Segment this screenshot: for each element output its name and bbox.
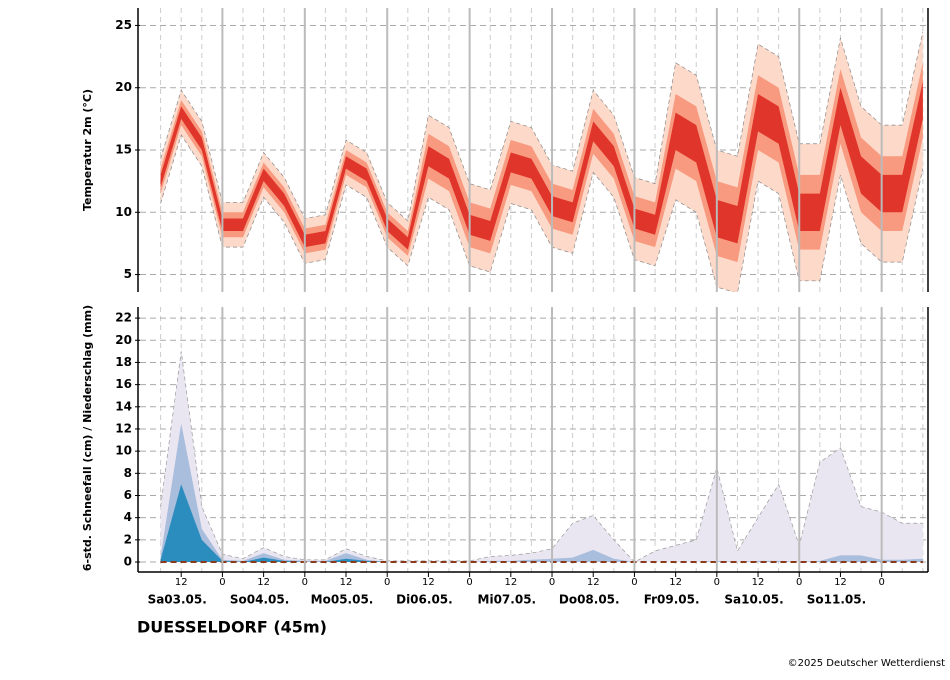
temperature-band bbox=[160, 81, 923, 250]
x-tick-label: 12 bbox=[422, 577, 435, 588]
y-tick-label: 18 bbox=[115, 355, 132, 369]
x-tick-label: 12 bbox=[175, 577, 188, 588]
day-label: Mi07.05. bbox=[478, 593, 537, 607]
x-tick-label: 0 bbox=[631, 577, 637, 588]
band-outline bbox=[160, 31, 924, 222]
y-tick-label: 12 bbox=[115, 421, 132, 435]
y-tick-label: 6 bbox=[124, 488, 132, 502]
x-tick-label: 0 bbox=[384, 577, 390, 588]
x-tick-label: 0 bbox=[219, 577, 225, 588]
precip-area bbox=[160, 351, 923, 563]
x-tick-label: 0 bbox=[466, 577, 472, 588]
y-tick-label: 10 bbox=[115, 444, 132, 458]
x-tick-label: 12 bbox=[504, 577, 517, 588]
x-tick-label: 12 bbox=[834, 577, 847, 588]
plot-area bbox=[140, 307, 928, 572]
day-label: So11.05. bbox=[807, 593, 866, 607]
y-tick-label: 16 bbox=[115, 377, 132, 391]
day-label: So04.05. bbox=[230, 593, 289, 607]
plot-area bbox=[140, 8, 928, 292]
x-tick-label: 12 bbox=[752, 577, 765, 588]
y-tick-label: 10 bbox=[115, 205, 132, 219]
y-tick-label: 25 bbox=[115, 18, 132, 32]
y-tick-label: 20 bbox=[115, 333, 132, 347]
x-tick-label: 0 bbox=[796, 577, 802, 588]
day-label: Sa10.05. bbox=[724, 593, 783, 607]
area-outline bbox=[160, 351, 923, 563]
x-tick-label: 12 bbox=[340, 577, 353, 588]
y-tick-label: 4 bbox=[124, 510, 132, 524]
day-label: Sa03.05. bbox=[148, 593, 207, 607]
x-tick-label: 12 bbox=[587, 577, 600, 588]
y-tick-label: 5 bbox=[124, 267, 132, 281]
x-tick-label: 0 bbox=[302, 577, 308, 588]
y-tick-label: 8 bbox=[124, 466, 132, 480]
y-axis-label: 6-std. Schneefall (cm) / Niederschlag (m… bbox=[81, 305, 94, 571]
day-label: Di06.05. bbox=[396, 593, 453, 607]
band-outline bbox=[160, 134, 924, 292]
y-tick-label: 14 bbox=[115, 399, 132, 413]
y-tick-label: 15 bbox=[115, 143, 132, 157]
y-tick-label: 22 bbox=[115, 311, 132, 325]
y-tick-label: 2 bbox=[124, 532, 132, 546]
x-tick-label: 12 bbox=[257, 577, 270, 588]
y-tick-label: 20 bbox=[115, 80, 132, 94]
station-title: DUESSELDORF (45m) bbox=[137, 618, 327, 637]
x-tick-label: 0 bbox=[878, 577, 884, 588]
x-tick-label: 0 bbox=[549, 577, 555, 588]
x-tick-label: 0 bbox=[714, 577, 720, 588]
day-label: Mo05.05. bbox=[311, 593, 374, 607]
temperature-band bbox=[160, 31, 923, 292]
x-tick-label: 12 bbox=[669, 577, 682, 588]
day-label: Fr09.05. bbox=[644, 593, 700, 607]
day-label: Do08.05. bbox=[559, 593, 620, 607]
y-tick-label: 0 bbox=[124, 555, 132, 569]
y-axis-label: Temperatur 2m (°C) bbox=[81, 89, 94, 211]
copyright: ©2025 Deutscher Wetterdienst bbox=[788, 658, 945, 669]
